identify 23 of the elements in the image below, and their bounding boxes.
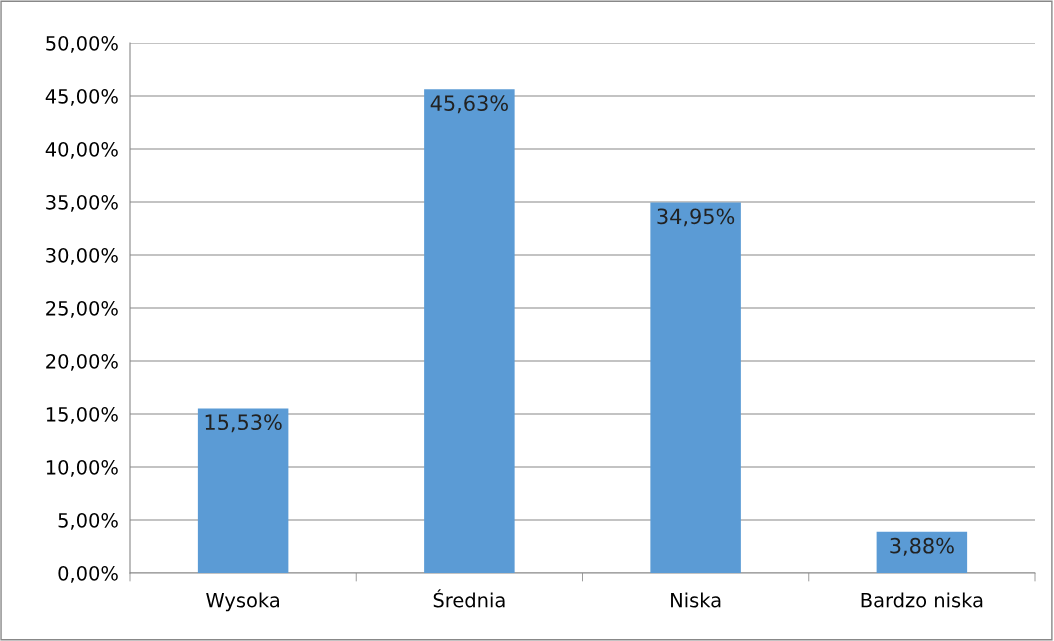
data-label: 45,63% xyxy=(430,95,508,114)
y-tick-label: 50,00% xyxy=(46,35,118,53)
y-tick-label: 40,00% xyxy=(45,141,118,159)
x-tick-label: Bardzo niska xyxy=(861,592,983,608)
y-tick-label: 35,00% xyxy=(46,194,118,212)
bar xyxy=(197,408,289,573)
data-label: 15,53% xyxy=(205,414,282,433)
x-tick-label: Średnia xyxy=(433,589,505,608)
data-label: 3,88% xyxy=(890,537,954,556)
y-tick-label: 20,00% xyxy=(46,353,118,371)
bar xyxy=(876,531,968,573)
bar xyxy=(424,89,515,573)
x-tick-label: Niska xyxy=(671,592,721,608)
y-tick-label: 0,00% xyxy=(58,565,118,583)
y-tick-label: 10,00% xyxy=(46,459,118,477)
y-tick-label: 30,00% xyxy=(46,247,118,265)
bar xyxy=(650,202,741,573)
y-tick-label: 15,00% xyxy=(46,406,118,424)
y-tick-label: 45,00% xyxy=(45,88,118,106)
data-label: 34,95% xyxy=(657,208,735,227)
y-tick-label: 5,00% xyxy=(58,512,118,530)
y-tick-label: 25,00% xyxy=(46,300,118,318)
x-tick-label: Wysoka xyxy=(206,592,279,612)
